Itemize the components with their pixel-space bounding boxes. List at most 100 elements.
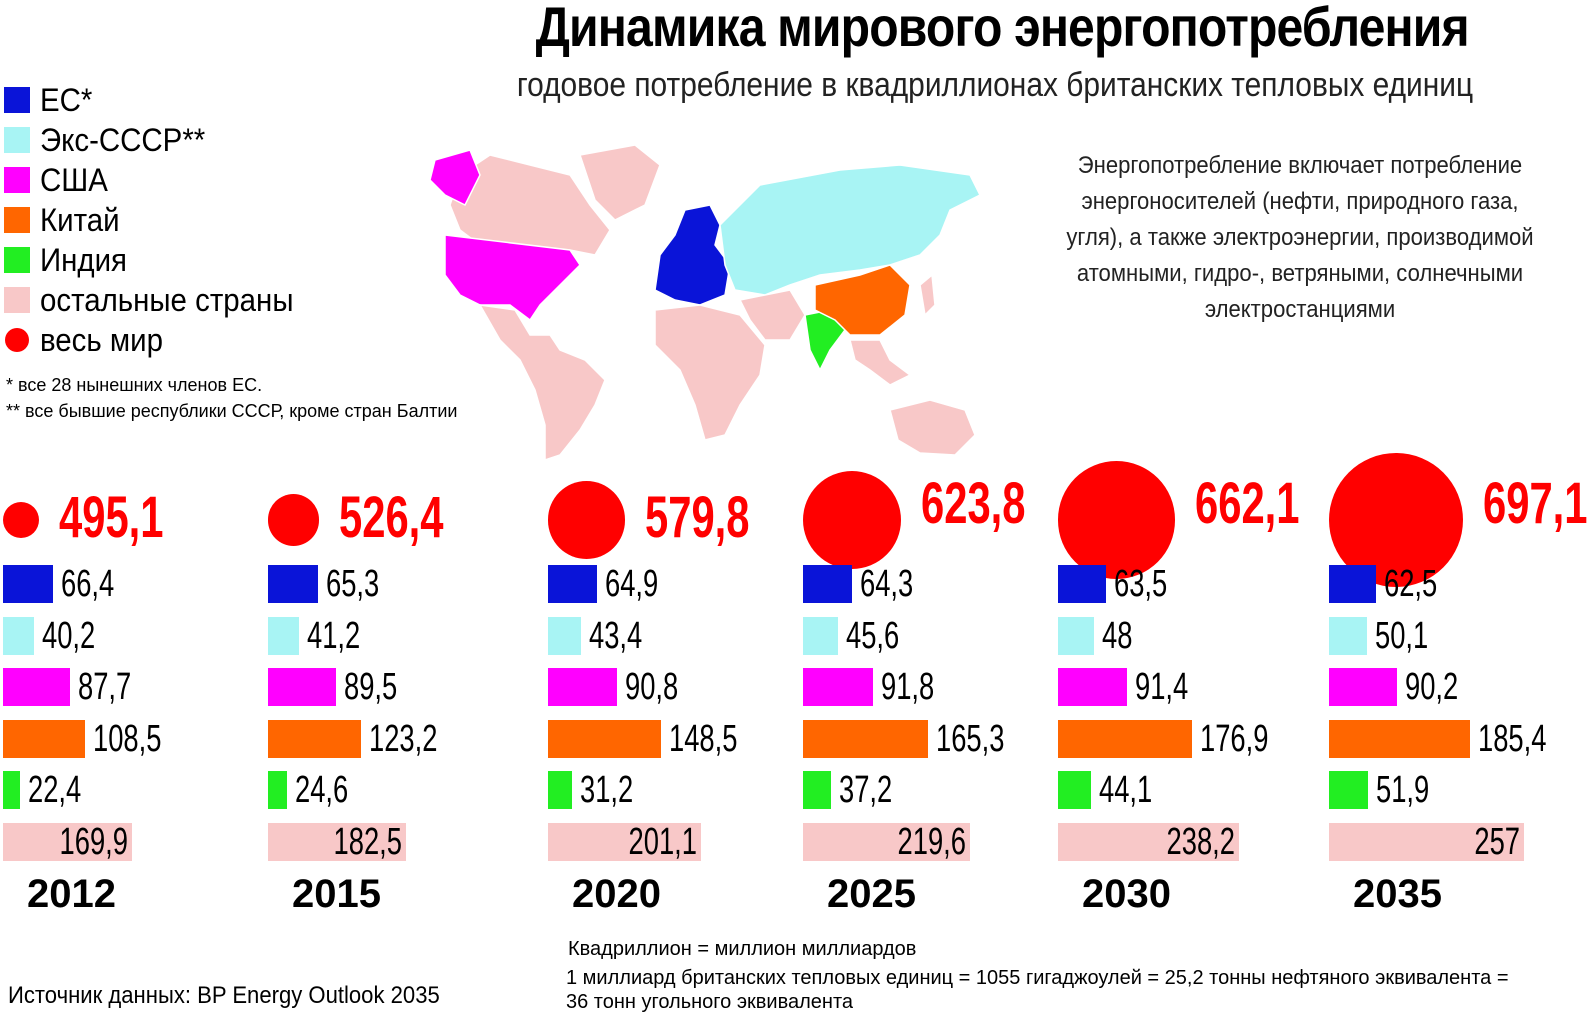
bar-value-ex-ussr-2030: 48 bbox=[1102, 615, 1133, 657]
total-label-2015: 526,4 bbox=[339, 485, 444, 550]
bar-eu-2020 bbox=[548, 565, 597, 603]
bar-ex-ussr-2025 bbox=[803, 617, 838, 655]
legend-label: США bbox=[40, 161, 108, 198]
bar-other-2035 bbox=[1329, 823, 1524, 861]
legend-item-usa: США bbox=[4, 160, 316, 200]
bar-ex-ussr-2035 bbox=[1329, 617, 1367, 655]
source-text: Источник данных: BP Energy Outlook 2035 bbox=[8, 982, 440, 1009]
bar-china-2035 bbox=[1329, 720, 1470, 758]
bar-usa-2015 bbox=[268, 668, 336, 706]
bar-value-india-2035: 51,9 bbox=[1376, 769, 1430, 811]
total-label-2035: 697,1 bbox=[1483, 471, 1588, 536]
legend-label: Индия bbox=[40, 241, 127, 278]
legend-item-china: Китай bbox=[4, 200, 316, 240]
bar-value-india-2020: 31,2 bbox=[580, 769, 634, 811]
bar-value-eu-2025: 64,3 bbox=[860, 563, 914, 605]
legend-label: остальные страны bbox=[40, 281, 294, 318]
note-btu-line2: 36 тонн угольного эквивалента bbox=[566, 991, 854, 1013]
legend-swatch bbox=[4, 87, 30, 113]
bar-china-2015 bbox=[268, 720, 361, 758]
total-label-2030: 662,1 bbox=[1195, 471, 1300, 536]
bar-ex-ussr-2030 bbox=[1058, 617, 1094, 655]
total-label-2012: 495,1 bbox=[59, 485, 164, 550]
note-quadrillion: Квадриллион = миллион миллиардов bbox=[568, 938, 917, 960]
bar-value-ex-ussr-2035: 50,1 bbox=[1375, 615, 1429, 657]
bar-other-2015 bbox=[268, 823, 406, 861]
total-bubble-2012 bbox=[3, 502, 39, 538]
bar-value-usa-2030: 91,4 bbox=[1135, 666, 1189, 708]
chart-subtitle: годовое потребление в квадриллионах брит… bbox=[516, 66, 1474, 104]
bar-value-eu-2012: 66,4 bbox=[61, 563, 115, 605]
legend-label: Китай bbox=[40, 201, 120, 238]
bar-value-usa-2015: 89,5 bbox=[344, 666, 398, 708]
legend-swatch bbox=[4, 127, 30, 153]
bar-value-india-2025: 37,2 bbox=[839, 769, 893, 811]
bar-value-china-2020: 148,5 bbox=[669, 718, 738, 760]
world-map-icon bbox=[429, 144, 982, 462]
bar-value-other-2012: 169,9 bbox=[59, 821, 128, 863]
bar-value-usa-2012: 87,7 bbox=[78, 666, 132, 708]
legend-item-other: остальные страны bbox=[4, 280, 316, 320]
year-label-2020: 2020 bbox=[572, 872, 661, 916]
bar-value-china-2035: 185,4 bbox=[1478, 718, 1547, 760]
bar-value-other-2015: 182,5 bbox=[333, 821, 402, 863]
bar-india-2012 bbox=[3, 771, 20, 809]
bar-eu-2025 bbox=[803, 565, 852, 603]
bar-other-2020 bbox=[548, 823, 701, 861]
total-bubble-2035 bbox=[1329, 453, 1463, 587]
bar-ex-ussr-2020 bbox=[548, 617, 581, 655]
bar-value-eu-2035: 62,5 bbox=[1384, 563, 1438, 605]
bar-value-eu-2030: 63,5 bbox=[1114, 563, 1168, 605]
legend-item-ex-ussr: Экс-СССР** bbox=[4, 120, 316, 160]
note-btu-line1: 1 миллиард британских тепловых единиц = … bbox=[566, 967, 1509, 989]
bar-india-2030 bbox=[1058, 771, 1091, 809]
bar-other-2025 bbox=[803, 823, 970, 861]
bar-value-usa-2025: 91,8 bbox=[881, 666, 935, 708]
footnote-ussr: ** все бывшие республики СССР, кроме стр… bbox=[6, 401, 458, 421]
bar-value-eu-2020: 64,9 bbox=[605, 563, 659, 605]
year-label-2030: 2030 bbox=[1082, 872, 1171, 916]
bar-value-usa-2020: 90,8 bbox=[625, 666, 679, 708]
legend-label: весь мир bbox=[40, 321, 163, 358]
bar-value-other-2030: 238,2 bbox=[1166, 821, 1235, 863]
bar-india-2015 bbox=[268, 771, 287, 809]
bar-value-ex-ussr-2012: 40,2 bbox=[42, 615, 96, 657]
bar-value-eu-2015: 65,3 bbox=[326, 563, 380, 605]
bar-other-2012 bbox=[3, 823, 132, 861]
bar-value-india-2030: 44,1 bbox=[1099, 769, 1153, 811]
bar-ex-ussr-2015 bbox=[268, 617, 299, 655]
bar-eu-2012 bbox=[3, 565, 53, 603]
bar-value-ex-ussr-2020: 43,4 bbox=[589, 615, 643, 657]
bar-india-2035 bbox=[1329, 771, 1368, 809]
bar-china-2012 bbox=[3, 720, 85, 758]
bar-ex-ussr-2012 bbox=[3, 617, 34, 655]
bar-value-india-2015: 24,6 bbox=[295, 769, 349, 811]
bar-value-ex-ussr-2015: 41,2 bbox=[307, 615, 361, 657]
bar-usa-2035 bbox=[1329, 668, 1397, 706]
bar-value-other-2020: 201,1 bbox=[628, 821, 697, 863]
total-bubble-2025 bbox=[803, 470, 902, 570]
legend-swatch bbox=[4, 167, 30, 193]
legend-item-eu: ЕС* bbox=[4, 80, 316, 120]
total-label-2020: 579,8 bbox=[645, 485, 750, 550]
bar-usa-2025 bbox=[803, 668, 873, 706]
chart-title: Динамика мирового энергопотребления bbox=[535, 0, 1470, 58]
total-bubble-2020 bbox=[548, 481, 626, 559]
total-label-2025: 623,8 bbox=[921, 471, 1026, 536]
bar-usa-2020 bbox=[548, 668, 617, 706]
bar-eu-2030 bbox=[1058, 565, 1106, 603]
legend-swatch bbox=[5, 328, 29, 352]
bar-eu-2015 bbox=[268, 565, 318, 603]
bar-usa-2012 bbox=[3, 668, 70, 706]
year-label-2015: 2015 bbox=[292, 872, 381, 916]
bar-india-2025 bbox=[803, 771, 831, 809]
year-label-2035: 2035 bbox=[1353, 872, 1442, 916]
year-label-2012: 2012 bbox=[27, 872, 116, 916]
legend-label: Экс-СССР** bbox=[40, 121, 206, 158]
footnote-eu: * все 28 нынешних членов ЕС. bbox=[6, 375, 263, 395]
note-btu: 1 миллиард британских тепловых единиц = … bbox=[566, 966, 1509, 1014]
bar-value-usa-2035: 90,2 bbox=[1405, 666, 1459, 708]
legend-item-india: Индия bbox=[4, 240, 316, 280]
legend-swatch bbox=[4, 247, 30, 273]
total-bubble-2015 bbox=[268, 494, 320, 546]
